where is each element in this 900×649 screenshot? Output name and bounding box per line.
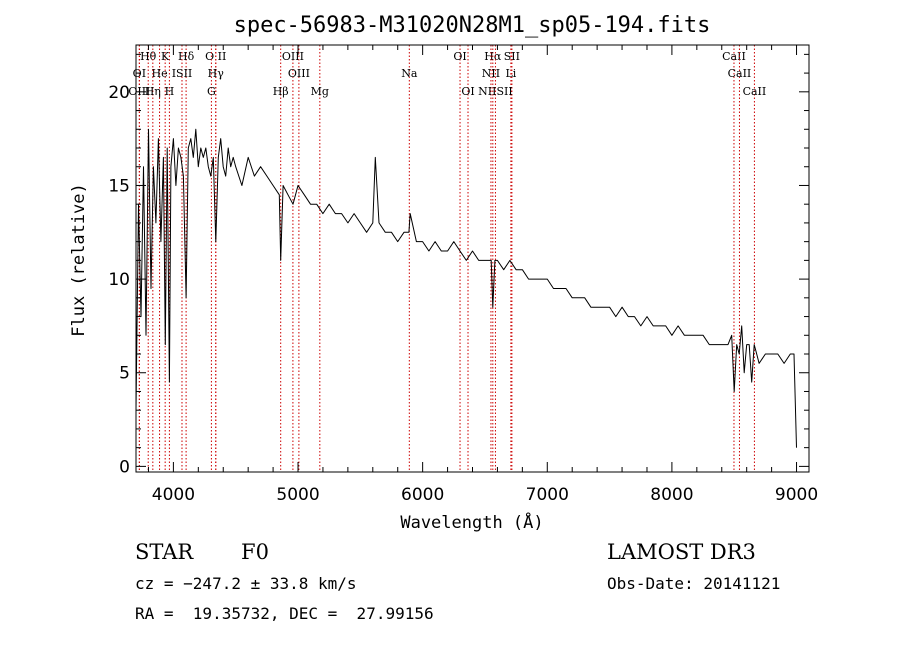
line-label: OI — [461, 85, 474, 98]
line-label: CaII — [743, 85, 767, 98]
axes: 4000 5000 6000 7000 8000 9000 0 5 10 15 20 — [108, 45, 818, 505]
line-label: CaII — [728, 67, 752, 80]
line-label: Li — [505, 67, 516, 80]
x-tick-label: 4000 — [152, 485, 195, 505]
y-tick-label: 10 — [108, 270, 130, 290]
y-tick-label: 0 — [119, 457, 130, 477]
line-label: K — [161, 50, 170, 63]
line-label: NIISII — [478, 85, 513, 98]
line-label: Na — [401, 67, 418, 80]
line-label: Hθ — [140, 50, 157, 63]
x-axis-label: Wavelength (Å) — [400, 511, 543, 533]
survey-name: LAMOST DR3 — [607, 540, 756, 564]
y-tick-label: 5 — [119, 364, 130, 384]
line-label: G — [207, 85, 216, 98]
observation-date: Obs-Date: 20141121 — [607, 574, 781, 593]
y-tick-label: 15 — [108, 176, 130, 196]
redshift-cz: cz = −247.2 ± 33.8 km/s — [135, 574, 357, 593]
x-tick-label: 5000 — [276, 485, 319, 505]
line-label: H — [165, 85, 175, 98]
line-label: OIII — [288, 67, 310, 80]
y-tick-label: 20 — [108, 83, 130, 103]
plot-frame — [135, 44, 810, 473]
line-label: Hα — [484, 50, 502, 63]
coordinates: RA = 19.35732, DEC = 27.99156 — [135, 604, 434, 623]
line-label: CaII — [722, 50, 746, 63]
x-tick-label: 9000 — [775, 485, 818, 505]
x-tick-label: 6000 — [401, 485, 444, 505]
spectrum-series — [135, 128, 797, 448]
line-label: OIII — [282, 50, 304, 63]
line-label: Hδ — [178, 50, 195, 63]
line-label: He — [152, 67, 168, 80]
line-label: OI — [453, 50, 466, 63]
line-label: NII — [482, 67, 500, 80]
line-label: SII — [504, 50, 520, 63]
line-label: Mg — [311, 85, 329, 98]
line-label: Hβ — [273, 85, 289, 98]
line-label: Hγ — [208, 67, 225, 80]
spectrum-line — [135, 128, 797, 448]
object-class: STAR — [135, 540, 194, 564]
object-subclass: F0 — [241, 540, 269, 564]
line-label: Hη — [145, 85, 161, 98]
y-axis-label: Flux (relative) — [69, 183, 89, 337]
chart-title: spec-56983-M31020N28M1_sp05-194.fits — [234, 13, 711, 38]
x-tick-label: 7000 — [526, 485, 569, 505]
line-label: ISII — [172, 67, 193, 80]
x-tick-label: 8000 — [650, 485, 693, 505]
